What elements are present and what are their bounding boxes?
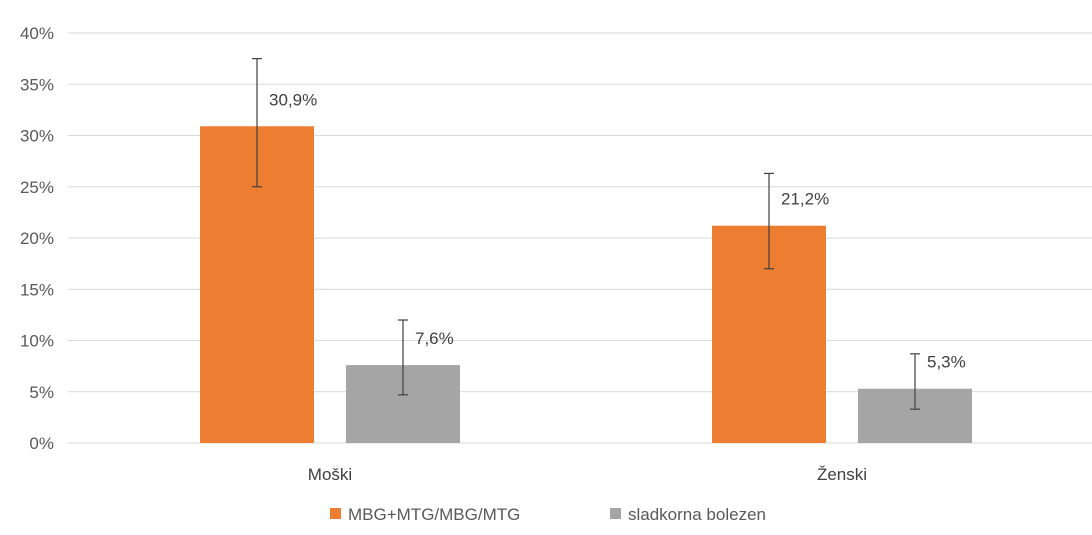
y-tick-label: 25% [20, 178, 54, 197]
data-label: 30,9% [269, 90, 317, 109]
x-category-label: Moški [308, 465, 352, 484]
data-label: 7,6% [415, 329, 454, 348]
y-tick-label: 15% [20, 280, 54, 299]
legend-swatch [610, 508, 621, 519]
data-label: 21,2% [781, 190, 829, 209]
y-tick-label: 30% [20, 127, 54, 146]
legend-swatch [330, 508, 341, 519]
x-category-label: Ženski [817, 465, 867, 484]
y-tick-label: 10% [20, 332, 54, 351]
y-tick-label: 40% [20, 24, 54, 43]
legend-label: sladkorna bolezen [628, 505, 766, 524]
y-tick-label: 35% [20, 75, 54, 94]
y-tick-label: 0% [29, 434, 54, 453]
y-tick-label: 5% [29, 383, 54, 402]
data-label: 5,3% [927, 353, 966, 372]
legend-label: MBG+MTG/MBG/MTG [348, 505, 520, 524]
y-tick-label: 20% [20, 229, 54, 248]
